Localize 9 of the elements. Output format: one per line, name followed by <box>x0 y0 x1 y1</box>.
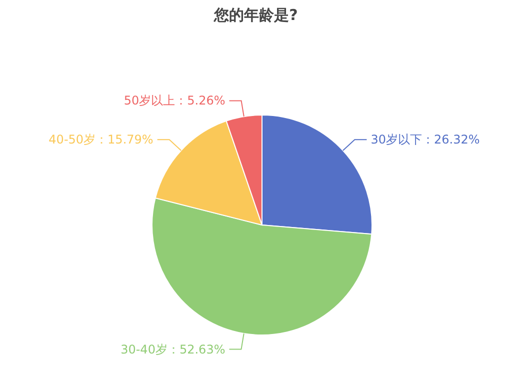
data-label: ：52.63% <box>167 342 226 356</box>
data-label: ：15.79% <box>96 132 154 147</box>
slice-label: 30-40岁 <box>120 342 168 356</box>
slice-label: 30岁以下 <box>370 132 422 147</box>
data-label: ：26.32% <box>422 132 480 147</box>
chart-title: 您的年龄是? <box>213 6 298 24</box>
slice-label: 50岁以上 <box>124 94 176 108</box>
data-label: ：5.26% <box>175 94 226 108</box>
slice-label: 40-50岁 <box>48 132 96 147</box>
